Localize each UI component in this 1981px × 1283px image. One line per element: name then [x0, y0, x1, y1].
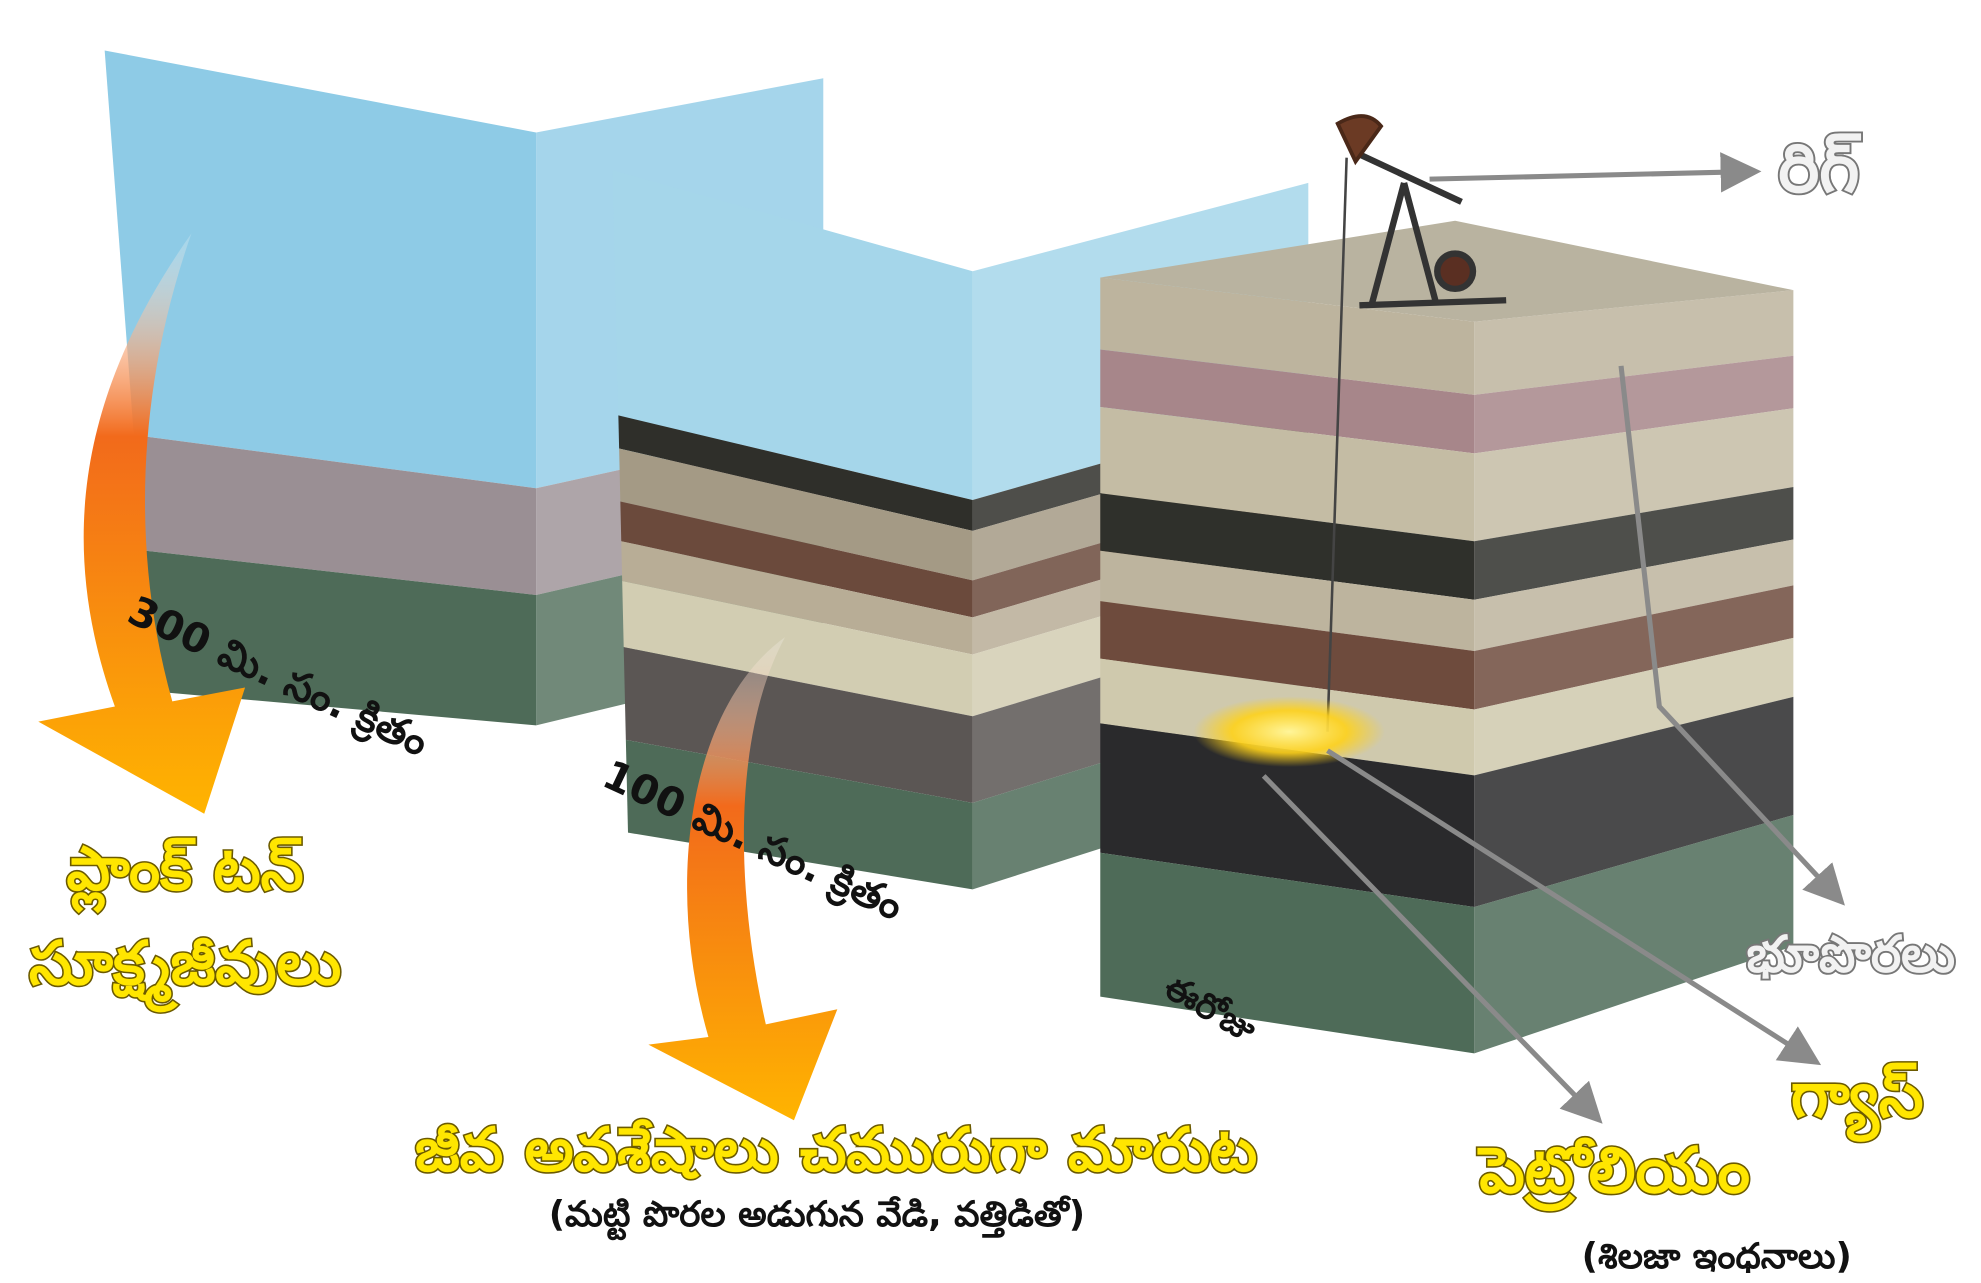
- stratum: [621, 541, 973, 655]
- strata-blocks: [104, 50, 1794, 1054]
- pointer-arrows: [1261, 152, 1845, 1124]
- stratum: [1100, 349, 1475, 454]
- stratum: [612, 170, 973, 500]
- petroleum-label: పెట్రోలియం: [1477, 1134, 1750, 1213]
- stratum: [1474, 355, 1794, 454]
- layers-label: భూపొరలు: [1747, 925, 1955, 984]
- oil-glow: [1193, 696, 1385, 768]
- remains-label: జీవ అవశేషాలు చమురుగా మారుట: [415, 1115, 1257, 1186]
- stratum: [622, 580, 973, 717]
- stratum: [618, 415, 973, 531]
- stratum: [1100, 601, 1475, 710]
- stratum: [104, 50, 537, 489]
- stratum: [1474, 585, 1794, 710]
- stratum: [1100, 550, 1475, 651]
- stratum: [1100, 852, 1475, 1054]
- gas-label: గ్యాస్: [1791, 1058, 1924, 1143]
- stratum: [1474, 637, 1794, 776]
- stratum: [623, 647, 973, 803]
- stratum: [133, 434, 537, 595]
- pump-jack: [1326, 114, 1507, 732]
- stratum: [142, 550, 537, 726]
- stratum: [1100, 493, 1475, 600]
- stratum: [619, 448, 973, 581]
- stratum: [1474, 814, 1794, 1054]
- plankton-label: ప్లాంక్ టన్: [67, 834, 304, 914]
- petroleum-note: (శిలజా ఇంధనాలు): [1582, 1236, 1852, 1277]
- arrow: [38, 233, 246, 814]
- stratum: [1100, 723, 1475, 908]
- arrow: [648, 637, 838, 1121]
- stratum: [620, 501, 973, 618]
- remains-note: (మట్టి పొరల అడుగున వేడి, వత్తిడితో): [549, 1194, 1085, 1241]
- rig-label: రిగ్: [1778, 129, 1861, 209]
- stratum: [1474, 486, 1794, 600]
- stratum: [1474, 696, 1794, 908]
- stratum: [1100, 277, 1475, 395]
- stratum: [1474, 290, 1794, 395]
- stratum: [1474, 539, 1794, 651]
- plankton-label: సూక్ష్మజీవులు: [29, 928, 341, 1013]
- stratum: [1100, 406, 1475, 542]
